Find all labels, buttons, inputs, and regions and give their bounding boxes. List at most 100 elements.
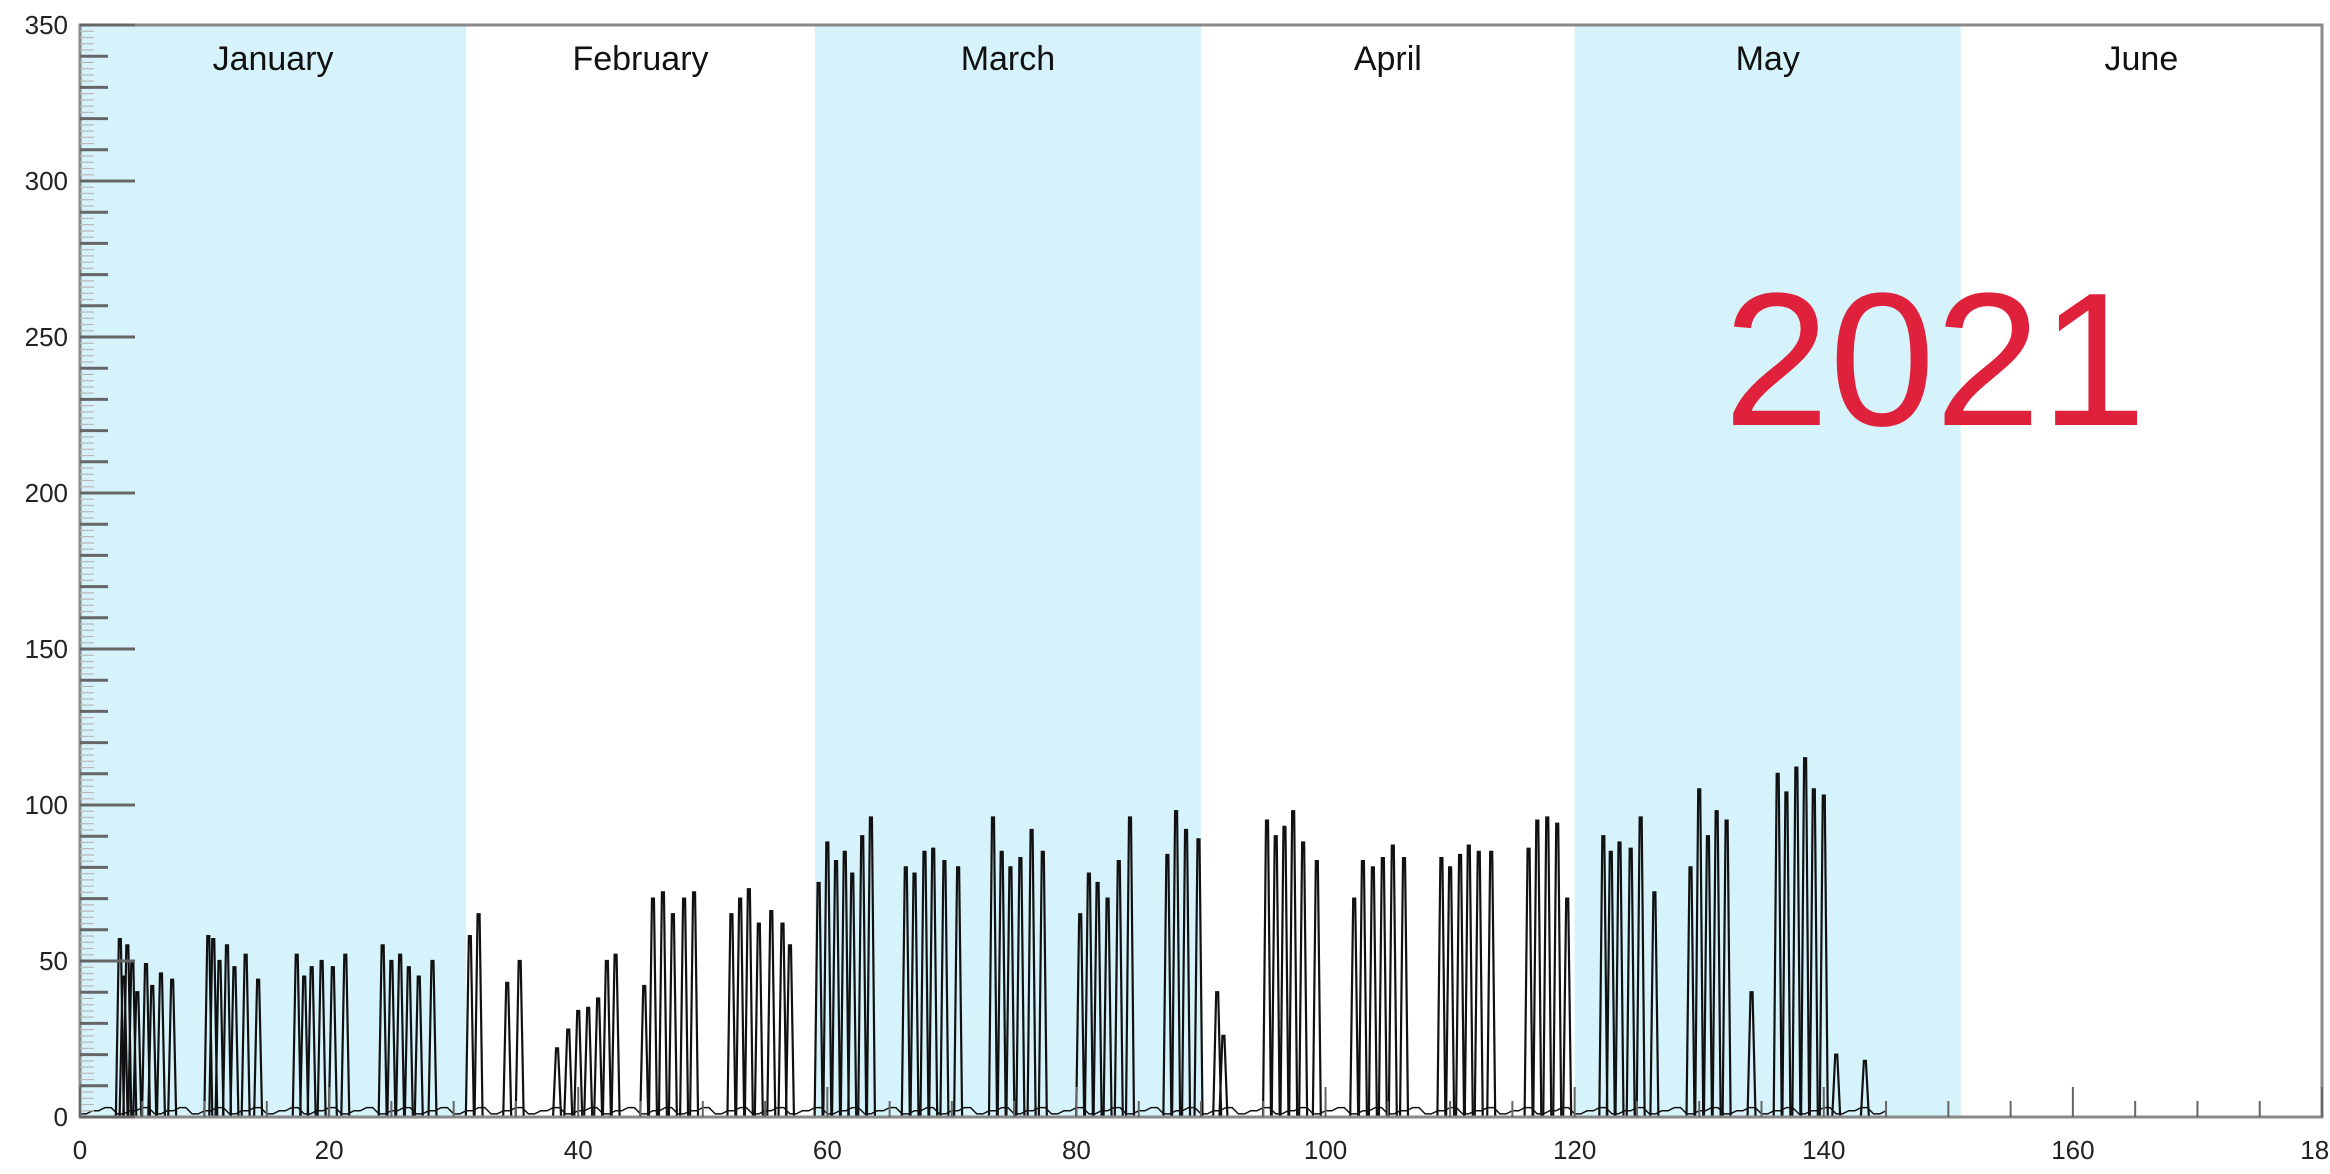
data-spike — [639, 984, 650, 1118]
data-spike — [1377, 856, 1388, 1118]
month-bands — [80, 25, 1961, 1117]
y-tick-label: 150 — [25, 634, 68, 664]
data-spike — [953, 866, 964, 1118]
month-label-january: January — [213, 40, 334, 78]
data-spike — [229, 966, 240, 1118]
data-spike — [857, 835, 868, 1118]
data-spike — [573, 1009, 584, 1118]
y-tick-label: 250 — [25, 322, 68, 352]
year-annotation: 2021 — [1724, 254, 2147, 466]
data-spike — [473, 913, 484, 1118]
data-spike — [996, 850, 1007, 1118]
data-spike — [777, 922, 788, 1118]
data-spike — [1170, 810, 1182, 1118]
data-spike — [340, 953, 351, 1118]
data-spike — [1772, 772, 1783, 1118]
data-spike — [900, 866, 911, 1118]
data-spike — [593, 997, 604, 1118]
data-spike — [1781, 791, 1792, 1118]
data-spike — [830, 860, 842, 1118]
data-spike — [413, 975, 424, 1118]
data-spike — [735, 897, 746, 1118]
data-spike — [118, 975, 129, 1118]
data-spike — [1261, 819, 1273, 1118]
data-spike — [1349, 897, 1360, 1118]
data-spike — [610, 953, 621, 1118]
month-label-may: May — [1736, 40, 1800, 78]
data-spike — [1598, 835, 1609, 1118]
data-spike — [1702, 835, 1714, 1118]
data-spike — [377, 944, 388, 1118]
data-spike — [1454, 853, 1466, 1118]
y-axis: 0 50 100 150 200 250 300 350 — [25, 10, 135, 1132]
data-spike — [1298, 841, 1309, 1118]
data-spike — [1635, 816, 1646, 1118]
data-spike — [657, 891, 669, 1118]
data-spike — [909, 872, 920, 1118]
data-spike — [1649, 891, 1660, 1118]
data-spike — [563, 1028, 574, 1118]
data-spike — [688, 891, 700, 1118]
data-spike — [1625, 847, 1636, 1118]
data-spike — [919, 850, 930, 1118]
data-spike — [1445, 866, 1456, 1118]
data-spike — [1523, 847, 1534, 1118]
data-spike — [253, 978, 264, 1118]
data-spike — [167, 978, 178, 1118]
data-spike — [1721, 819, 1732, 1118]
data-spike — [1387, 844, 1398, 1118]
data-spike — [1463, 844, 1474, 1118]
x-tick-label: 160 — [2051, 1135, 2094, 1165]
data-spike — [1037, 850, 1048, 1118]
x-tick-label: 60 — [813, 1135, 842, 1165]
data-spike — [1552, 822, 1563, 1118]
data-spike — [1818, 794, 1829, 1118]
data-spike — [386, 959, 397, 1118]
month-labels: January February March April May June — [213, 40, 2179, 78]
data-spike — [928, 847, 939, 1118]
data-spike — [1791, 766, 1802, 1118]
x-tick-label: 100 — [1304, 1135, 1347, 1165]
data-spike — [1746, 991, 1757, 1118]
data-spike — [221, 944, 233, 1118]
data-spike — [1212, 991, 1223, 1118]
data-spike — [514, 959, 525, 1118]
data-spike — [395, 953, 406, 1118]
data-spike — [583, 1006, 594, 1118]
data-spike — [1218, 1034, 1229, 1118]
data-spike — [784, 944, 796, 1118]
data-spike — [1808, 788, 1819, 1118]
month-label-april: April — [1354, 40, 1422, 78]
data-spike — [678, 897, 690, 1118]
month-label-march: March — [961, 40, 1055, 78]
data-spike — [140, 963, 152, 1118]
data-spike — [464, 934, 475, 1118]
data-series — [79, 757, 1887, 1118]
data-spike — [1113, 860, 1124, 1118]
data-spike — [1180, 828, 1192, 1118]
data-spike — [847, 872, 858, 1118]
data-spike — [743, 888, 754, 1118]
data-spike — [306, 966, 317, 1118]
data-spike — [1685, 866, 1696, 1118]
data-spike — [214, 959, 225, 1118]
data-spike — [726, 913, 737, 1118]
x-tick-label: 0 — [73, 1135, 87, 1165]
data-spike — [1026, 828, 1037, 1118]
month-band-january — [80, 25, 467, 1117]
data-spike — [1532, 819, 1543, 1118]
data-spike — [766, 909, 777, 1118]
data-spike — [1486, 850, 1497, 1118]
data-spike — [155, 972, 167, 1118]
y-tick-label: 300 — [25, 166, 68, 196]
data-spike — [316, 959, 327, 1118]
data-spike — [1473, 850, 1484, 1118]
data-spike — [865, 816, 877, 1118]
x-tick-label: 80 — [1062, 1135, 1091, 1165]
data-spike — [1288, 810, 1299, 1118]
data-spike — [502, 981, 513, 1118]
data-spike — [1092, 881, 1103, 1118]
data-spike — [1436, 856, 1447, 1118]
x-tick-label: 20 — [315, 1135, 344, 1165]
data-spike — [1542, 816, 1553, 1118]
